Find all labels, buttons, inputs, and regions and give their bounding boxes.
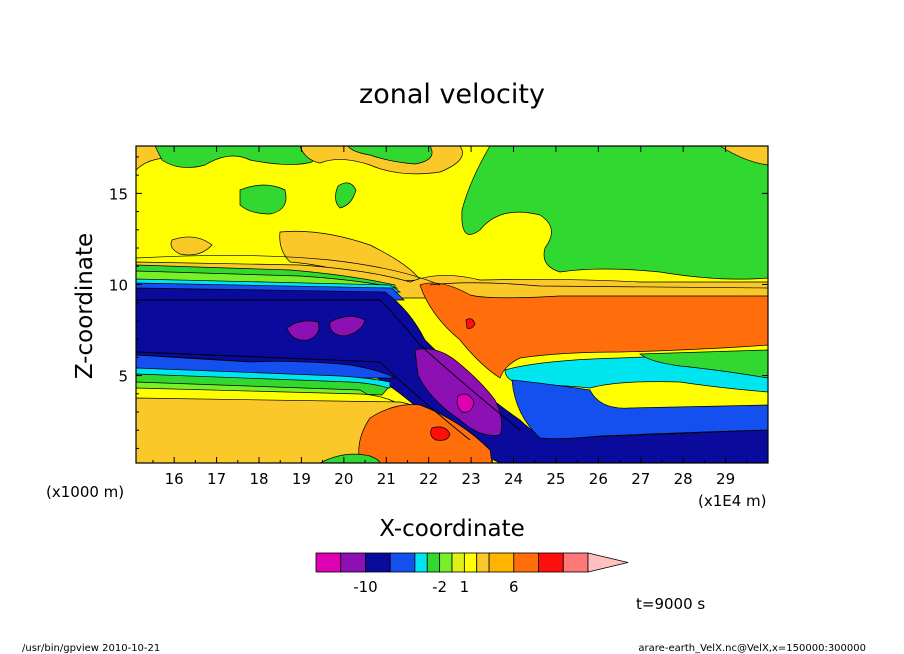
region-right-green <box>639 349 768 379</box>
colorbar-label: 6 <box>509 578 519 596</box>
x-tick-label: 19 <box>292 470 311 488</box>
colorbar-swatch <box>451 552 465 573</box>
x-tick-label: 16 <box>165 470 184 488</box>
colorbar-swatch <box>538 552 564 573</box>
colorbar-swatch <box>365 552 391 573</box>
region-lower-red <box>430 426 451 441</box>
y-axis: 5 10 15 <box>109 156 768 449</box>
x-axis-label: X-coordinate <box>379 516 525 542</box>
x-tick-label: 20 <box>334 470 353 488</box>
x-tick-label: 26 <box>589 470 608 488</box>
region-small-green-left <box>239 184 287 215</box>
colorbar-swatch <box>463 552 478 573</box>
colorbar-swatch <box>389 552 416 573</box>
y-tick-label: 5 <box>118 368 128 386</box>
x-tick-label: 21 <box>377 470 396 488</box>
colorbar-swatch <box>315 552 342 573</box>
y-axis-unit: (x1000 m) <box>46 483 124 501</box>
colorbar-swatch <box>426 552 441 573</box>
colorbar-swatch <box>414 552 428 573</box>
contour-line-upper-2 <box>429 282 768 289</box>
x-tick-label: 29 <box>716 470 735 488</box>
region-purple-core <box>414 348 502 436</box>
x-tick-label: 22 <box>419 470 438 488</box>
chart-title: zonal velocity <box>359 79 545 110</box>
footer-left: /usr/bin/gpview 2010-10-21 <box>22 643 160 654</box>
region-purple-blob-left <box>286 320 320 341</box>
region-magenta-core <box>456 393 475 413</box>
x-tick-label: 27 <box>631 470 650 488</box>
plot-frame <box>135 145 769 464</box>
region-lower-deep-orange <box>358 404 493 463</box>
x-tick-label: 17 <box>207 470 226 488</box>
region-small-orange-left <box>170 236 213 256</box>
colorbar-label: -2 <box>432 578 447 596</box>
region-purple-blob-mid <box>329 316 366 337</box>
x-tick-label: 24 <box>504 470 523 488</box>
y-axis-label: Z-coordinate <box>72 233 98 379</box>
region-upper-mid-green <box>347 146 433 165</box>
time-label: t=9000 s <box>636 595 705 613</box>
x-axis: 16 17 18 19 20 21 22 23 24 25 26 27 28 29 <box>152 146 748 488</box>
region-right-orange <box>419 282 768 379</box>
x-tick-label: 25 <box>546 470 565 488</box>
colorbar-extend-arrow <box>587 552 629 573</box>
x-tick-label: 28 <box>674 470 693 488</box>
colorbar-label: 1 <box>460 578 470 596</box>
y-tick-label: 10 <box>109 276 128 294</box>
colorbar-swatch <box>476 552 490 573</box>
region-red-spot <box>465 318 476 329</box>
footer-right: arare-earth_VelX.nc@VelX,x=150000:300000 <box>638 643 866 654</box>
contour-line-jet-edge <box>136 299 521 431</box>
colorbar <box>315 552 629 573</box>
region-upper-right-orange <box>719 146 768 166</box>
y-tick-label: 15 <box>109 185 128 203</box>
contour-line-upper-1 <box>136 255 441 286</box>
contour-line-jet-lower <box>136 351 471 441</box>
colorbar-swatch <box>513 552 539 573</box>
x-axis-unit: (x1E4 m) <box>698 492 767 510</box>
x-tick-label: 23 <box>462 470 481 488</box>
region-right-blue <box>511 379 768 440</box>
colorbar-swatch <box>439 552 453 573</box>
contour-field <box>136 146 768 463</box>
colorbar-swatch <box>562 552 589 573</box>
region-upper-right-green <box>461 146 768 280</box>
region-small-green-mid <box>335 182 357 209</box>
x-tick-label: 18 <box>249 470 268 488</box>
colorbar-swatch <box>340 552 366 573</box>
colorbar-swatch <box>488 552 515 573</box>
colorbar-label: -10 <box>353 578 378 596</box>
colorbar-labels: -10 -2 1 6 <box>353 578 518 596</box>
